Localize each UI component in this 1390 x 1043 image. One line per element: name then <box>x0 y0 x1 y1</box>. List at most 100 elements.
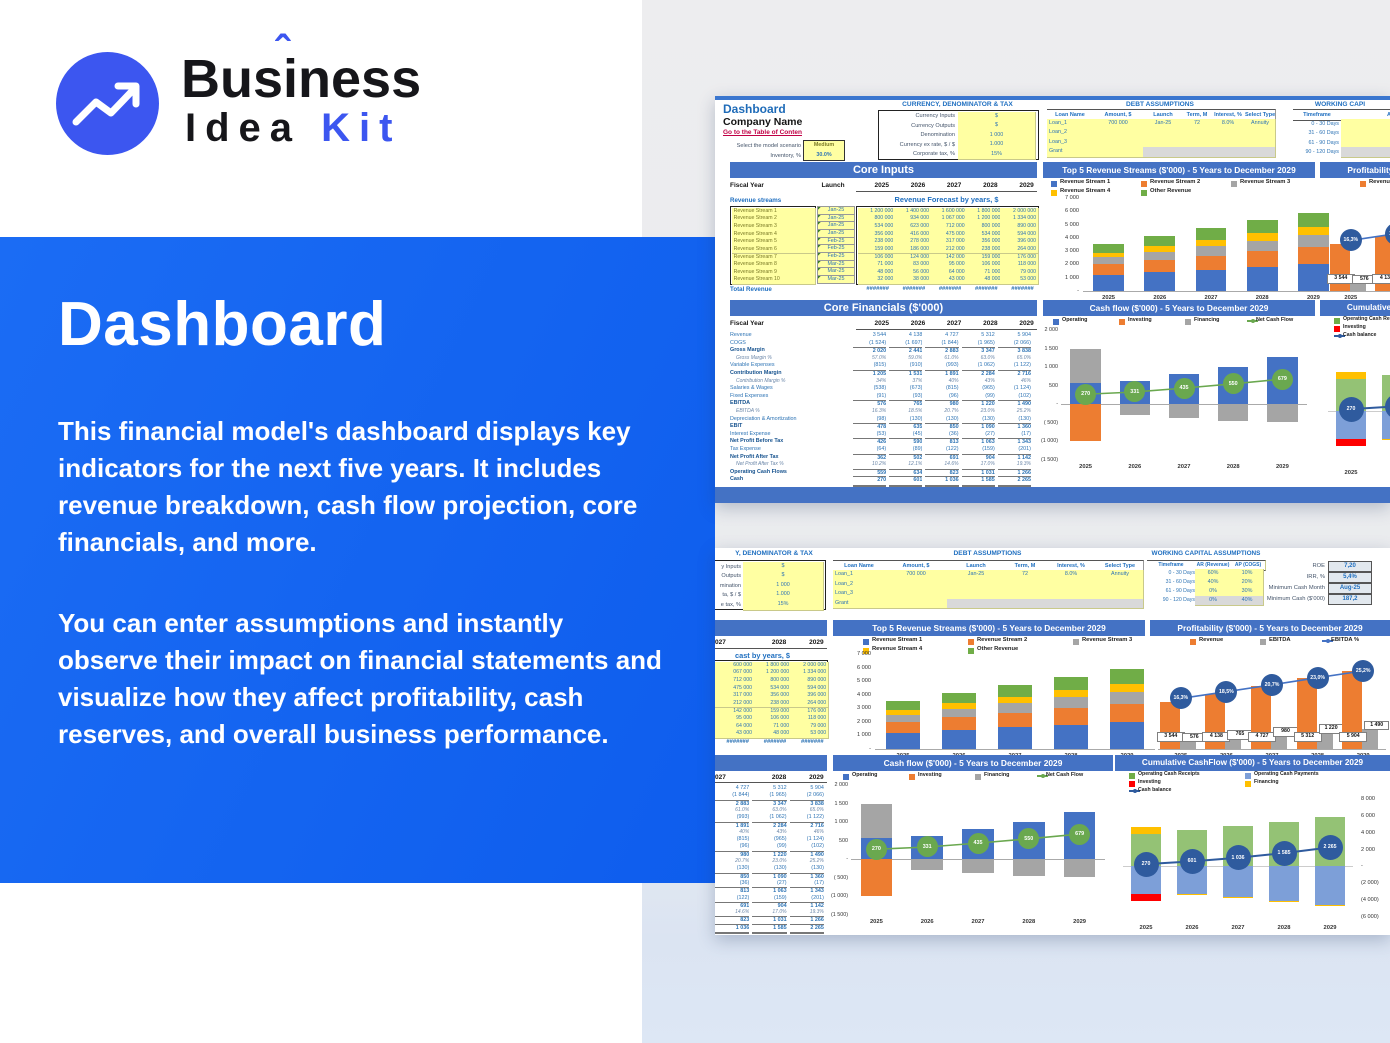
legend-swatch <box>1073 639 1079 645</box>
table-cell: 7,20 <box>1328 561 1372 572</box>
table-cell: 90 - 120 Days <box>1147 596 1197 605</box>
legend-label: Operating Cash Payments <box>1254 771 1319 777</box>
legend-label: Revenue <box>1369 179 1390 185</box>
table-cell <box>1097 598 1144 609</box>
currency-row-label: Denomination <box>920 132 955 138</box>
corefin-value: 5 904 <box>997 332 1031 340</box>
legend-label: Revenue Stream 3 <box>1240 179 1291 185</box>
table-cell: 38 000 <box>893 276 932 286</box>
y-axis-tick: (4 000) <box>1361 897 1379 904</box>
table-cell <box>1245 147 1276 158</box>
stacked-bar-segment <box>1195 228 1227 240</box>
corefin-value: 1 585 <box>752 923 787 934</box>
corefin-row-label: Revenue <box>730 332 853 340</box>
financing-bar <box>860 803 893 839</box>
ebitda-value-label: 1 490 <box>1364 720 1390 731</box>
y-axis-tick: 1 000 <box>857 732 871 739</box>
description-paragraph-2: You can enter assumptions and instantly … <box>58 608 662 749</box>
core-financials-banner-cut <box>715 755 827 771</box>
currency-row-label: mination <box>719 582 741 589</box>
legend-swatch <box>1334 318 1340 324</box>
stacked-bar-segment <box>1110 703 1144 722</box>
legend-swatch <box>1360 181 1366 187</box>
legend-swatch <box>1051 190 1057 196</box>
legend-label: Financing <box>1254 779 1279 785</box>
corefin-value: 426 <box>853 438 887 447</box>
corefin-value: (910) <box>889 362 923 370</box>
y-axis-tick: 1 000 <box>1044 364 1059 371</box>
x-axis-tick: 2026 <box>1383 470 1390 476</box>
legend-label: Financing <box>1194 317 1220 323</box>
data-bubble: 435 <box>1173 377 1195 399</box>
payments-bar <box>1269 866 1299 901</box>
y-axis-tick: - <box>1361 863 1363 870</box>
stacked-bar-segment <box>998 696 1032 704</box>
stacked-bar-segment <box>998 712 1032 728</box>
corefin-value: (1 062) <box>961 362 995 370</box>
corefin-value: 2 883 <box>715 799 750 808</box>
fiscal-year-column: 2026 <box>910 182 926 189</box>
corefin-value: 270 <box>853 476 887 487</box>
data-bubble: 18,5% <box>1215 680 1238 703</box>
corefin-value: 63.0% <box>961 354 995 363</box>
corefin-value: 1 090 <box>961 423 995 432</box>
legend-label: Revenue Stream 2 <box>1150 179 1201 185</box>
revenue-streams-label: Revenue streams <box>730 197 782 204</box>
stacked-bar-segment <box>1054 676 1088 691</box>
stacked-bar-segment <box>1144 246 1176 252</box>
corefin-value: (96) <box>715 843 750 851</box>
top5-banner: Top 5 Revenue Streams ($'000) - 5 Years … <box>1043 162 1315 178</box>
stacked-bar-segment <box>886 732 920 749</box>
x-axis-tick: 2028 <box>1226 464 1240 470</box>
corefin-value: 1 205 <box>853 370 887 379</box>
corefin-value: 5 312 <box>752 785 787 793</box>
table-cell: Revenue Stream 10 <box>731 276 816 286</box>
corefin-value: 57.0% <box>853 354 887 363</box>
stacked-bar-segment <box>1246 233 1278 241</box>
stacked-bar-segment <box>942 717 976 730</box>
inventory-label: Inventory, % <box>770 153 801 159</box>
section-heading: DEBT ASSUMPTIONS <box>1126 100 1194 108</box>
corefin-value: 20.7% <box>715 858 750 866</box>
corefin-value: (993) <box>925 362 959 370</box>
investing-bar <box>1070 404 1101 442</box>
corefin-value: (1 965) <box>752 792 787 800</box>
stacked-bar-segment <box>1195 239 1227 247</box>
corefin-value: (130) <box>715 865 750 873</box>
legend-swatch <box>1051 181 1057 187</box>
corefin-value: (1 844) <box>715 792 750 800</box>
corefin-value: (36) <box>715 879 750 888</box>
revenue-bar <box>1296 678 1317 749</box>
corefin-value: 1 063 <box>961 438 995 447</box>
corefin-value: (122) <box>925 446 959 454</box>
legend-label: Revenue Stream 3 <box>1082 637 1133 643</box>
stacked-bar-segment <box>1110 691 1144 704</box>
table-cell: 15% <box>958 149 1036 161</box>
stacked-bar-segment <box>1110 721 1144 749</box>
stacked-bar-segment <box>886 709 920 715</box>
stacked-bar-segment <box>1246 240 1278 252</box>
kpi-label: ROE <box>1312 563 1325 569</box>
corefin-value: (1 965) <box>961 339 995 348</box>
working-row-label: 61 - 90 Days <box>1308 139 1339 146</box>
corefin-value: (159) <box>752 894 787 902</box>
x-axis-tick: 2025 <box>1139 925 1153 931</box>
legend-swatch <box>1260 639 1266 645</box>
financing-bar <box>1336 371 1366 379</box>
total-revenue-hash: ####### <box>866 286 889 292</box>
legend-label: Operating <box>1062 317 1088 323</box>
table-of-contents-link[interactable]: Go to the Table of Conten <box>723 129 802 136</box>
data-bubble: 25,2% <box>1352 659 1375 682</box>
corefin-row-label: Contribution Margin <box>730 370 853 378</box>
corefin-value: 14.6% <box>715 909 750 917</box>
y-axis-tick: 7 000 <box>1065 195 1079 201</box>
stacked-bar-segment <box>1195 269 1227 291</box>
fiscal-year-column: 027 <box>715 774 726 781</box>
kpi-label: Minimum Cash ($'000) <box>1266 596 1325 602</box>
legend-swatch <box>1334 326 1340 332</box>
company-name: Company Name <box>723 116 803 128</box>
y-axis-tick: (6 000) <box>1361 914 1379 920</box>
corefin-value: (99) <box>961 392 995 401</box>
legend-label: Investing <box>918 772 942 778</box>
fiscal-year-column: 2027 <box>946 320 962 327</box>
